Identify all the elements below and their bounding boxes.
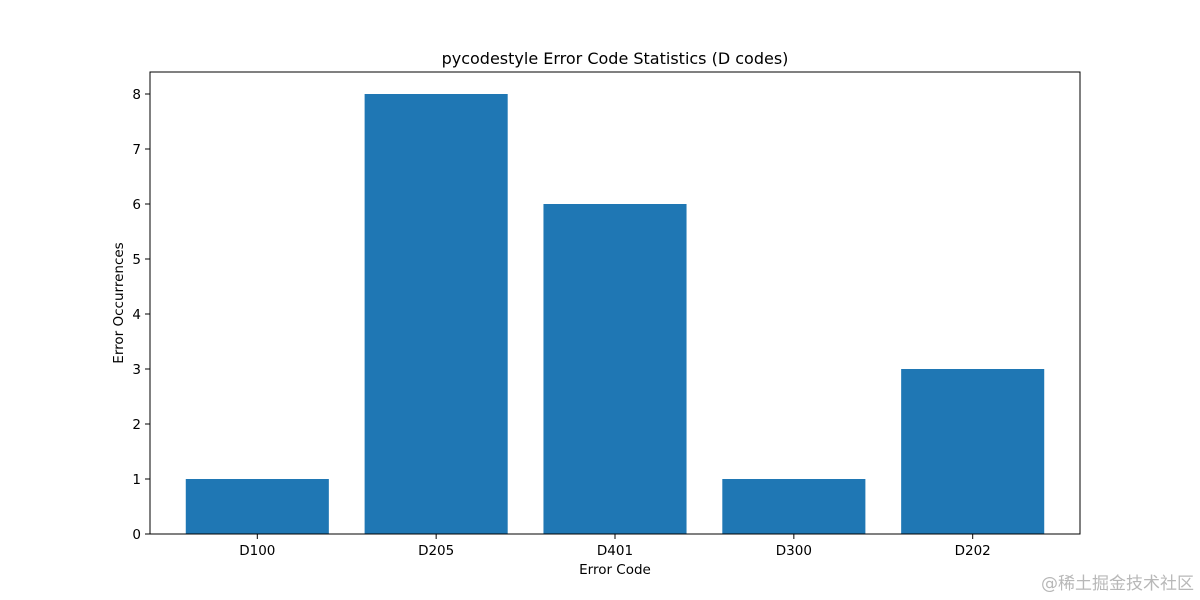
y-tick-label: 0 — [132, 527, 141, 543]
bars-group — [185, 94, 1045, 534]
x-axis-ticks: D100 D205 D401 D300 D202 — [239, 534, 991, 559]
bar-d100 — [185, 479, 329, 534]
watermark: @稀土掘金技术社区 — [1041, 574, 1194, 594]
bar-d205 — [364, 94, 508, 534]
y-tick-label: 1 — [132, 472, 141, 488]
x-tick-label: D202 — [955, 543, 991, 559]
bar-d401 — [543, 204, 687, 534]
bar-d202 — [901, 369, 1045, 534]
x-tick-label: D205 — [418, 543, 454, 559]
y-tick-label: 5 — [132, 252, 141, 268]
y-tick-label: 3 — [132, 362, 141, 378]
y-tick-label: 7 — [132, 142, 141, 158]
y-tick-label: 8 — [132, 87, 141, 103]
plot-frame — [149, 71, 1081, 535]
x-tick-label: D100 — [239, 543, 275, 559]
x-axis-label: Error Code — [579, 562, 651, 578]
y-axis-label: Error Occurrences — [111, 242, 127, 363]
x-tick-label: D401 — [597, 543, 633, 559]
y-tick-label: 2 — [132, 417, 141, 433]
y-tick-label: 6 — [132, 197, 141, 213]
y-axis-ticks: 0 1 2 3 4 5 6 7 8 — [132, 87, 150, 543]
bar-d300 — [722, 479, 866, 534]
chart-title: pycodestyle Error Code Statistics (D cod… — [442, 49, 789, 68]
x-tick-label: D300 — [776, 543, 812, 559]
y-tick-label: 4 — [132, 307, 141, 323]
